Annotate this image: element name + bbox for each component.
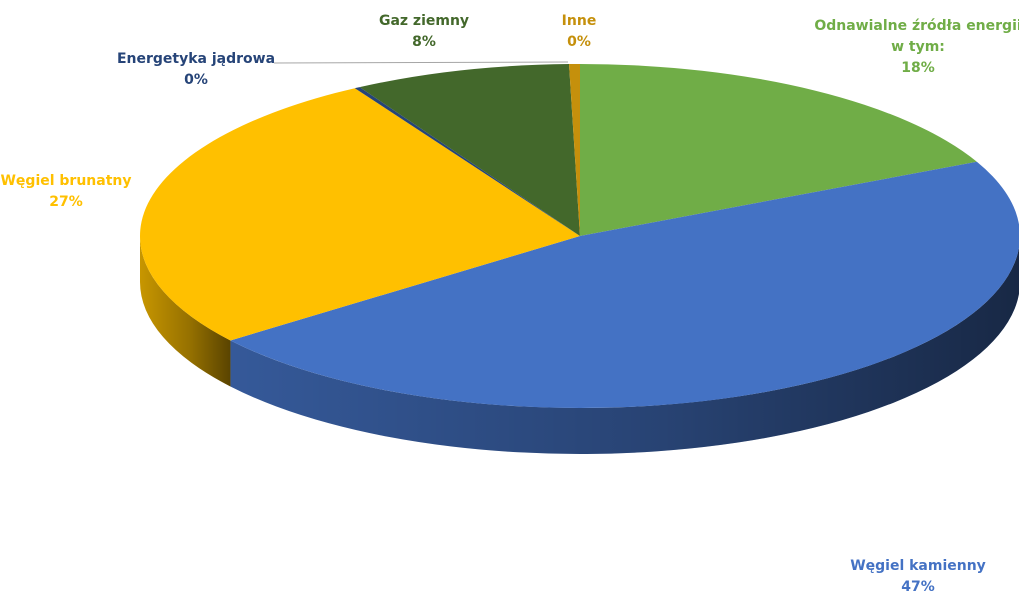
leader-lines: [273, 61, 569, 64]
slice-wegiel-kamienny[interactable]: [230, 161, 1019, 408]
slice-side-shade-wegiel-kamienny: [230, 247, 1019, 454]
data-label-name-wegiel-kamienny-0: Węgiel kamienny: [850, 558, 986, 574]
data-label-name-odnawialne-zrodla-energii-w-tym-1: w tym:: [891, 39, 945, 55]
data-label-value-inne: 0%: [567, 34, 591, 50]
data-label-name-gaz-ziemny-0: Gaz ziemny: [379, 13, 469, 29]
slice-side-shade-wegiel-brunatny: [140, 236, 231, 387]
slice-inne[interactable]: [569, 64, 580, 236]
pie-sides: [140, 236, 1019, 454]
data-label-name-inne-0: Inne: [562, 13, 597, 29]
data-label-value-gaz-ziemny: 8%: [412, 34, 436, 50]
slice-gaz-ziemny[interactable]: [359, 64, 580, 236]
data-label-value-wegiel-brunatny: 27%: [49, 194, 83, 210]
data-label-value-odnawialne-zrodla-energii-w-tym: 18%: [901, 60, 935, 76]
pie-slices: [139, 64, 1019, 408]
data-label-name-wegiel-brunatny-0: Węgiel brunatny: [0, 173, 131, 189]
data-label-name-odnawialne-zrodla-energii-w-tym-0: Odnawialne źródła energii: [814, 18, 1019, 34]
data-label-value-energetyka-jadrowa: 0%: [184, 72, 208, 88]
slice-odnawialne-zrodla-energii-w-tym[interactable]: [580, 64, 977, 236]
leader-line-energetyka-jadrowa: [273, 61, 569, 64]
data-label-value-wegiel-kamienny: 47%: [901, 579, 935, 595]
slice-wegiel-brunatny[interactable]: [139, 88, 581, 341]
data-label-name-energetyka-jadrowa-0: Energetyka jądrowa: [117, 51, 275, 67]
data-labels: Odnawialne źródła energii w tym: 18% Węgiel…: [0, 13, 1019, 595]
slice-energetyka-jadrowa[interactable]: [354, 87, 580, 236]
